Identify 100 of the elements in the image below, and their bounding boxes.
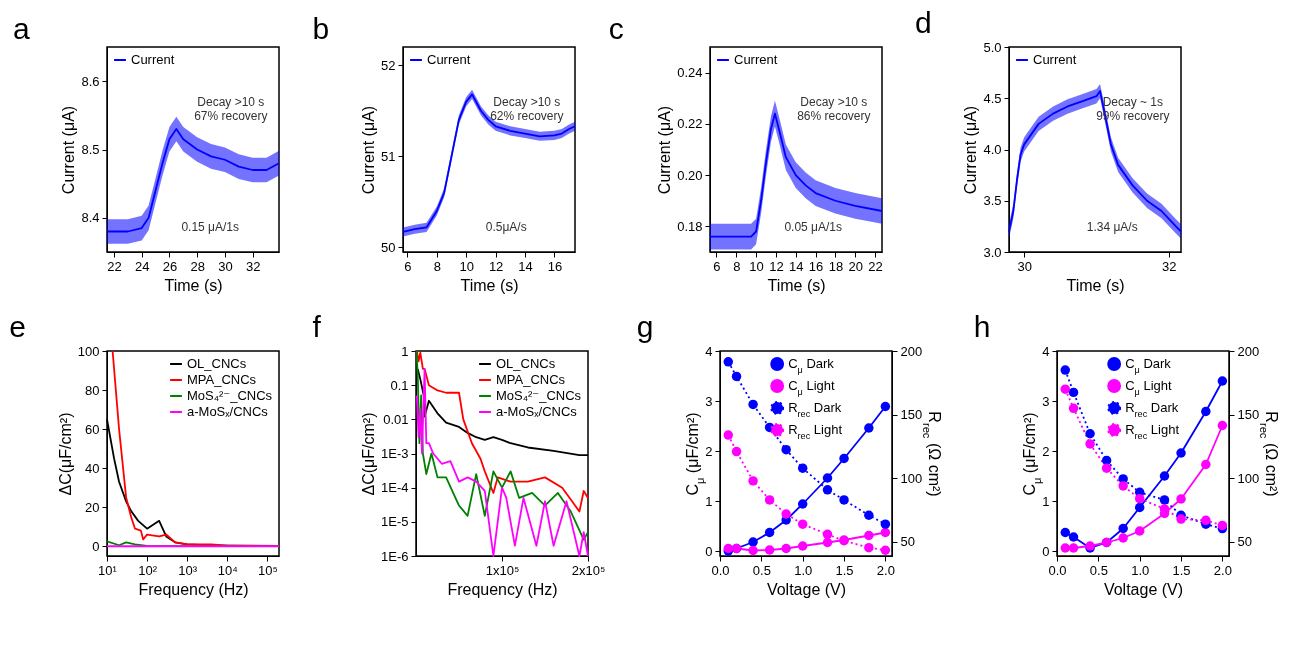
y-tick-label: 1 bbox=[705, 493, 713, 509]
x-tick-label: 10 bbox=[749, 258, 764, 274]
y-axis-title: Current (μA) bbox=[962, 105, 980, 195]
y-tick-label: 8.4 bbox=[81, 210, 100, 226]
y-tick-label: 0.18 bbox=[677, 218, 703, 234]
y-tick-label: 0.24 bbox=[677, 65, 703, 81]
legend-label: MoS₄²⁻_CNCs bbox=[187, 388, 273, 403]
annotation: Decay >10 s 86% recovery bbox=[797, 95, 871, 124]
annotation: 1.34 μA/s bbox=[1086, 220, 1138, 235]
x-axis-title: Time (s) bbox=[767, 276, 826, 294]
legend-label: R$_{rec}$ Dark bbox=[1125, 400, 1179, 419]
y2-tick-label: 200 bbox=[1237, 343, 1260, 359]
legend-label: R$_{rec}$ Light bbox=[1125, 422, 1180, 441]
chart-title: b bbox=[312, 12, 330, 45]
x-tick-label: 32 bbox=[245, 258, 261, 274]
x-axis-title: Voltage (V) bbox=[766, 580, 847, 598]
x-axis-title: Frequency (Hz) bbox=[138, 580, 249, 598]
x-tick-label: 0.5 bbox=[1089, 562, 1108, 578]
chart-title: e bbox=[9, 310, 26, 343]
y-tick-label: 3 bbox=[705, 393, 713, 409]
x-tick-label: 12 bbox=[488, 258, 504, 274]
x-tick-label: 10³ bbox=[178, 562, 198, 578]
y2-tick-label: 50 bbox=[1237, 534, 1252, 550]
y-axis-title: Current (μA) bbox=[360, 105, 378, 195]
y-tick-label: 8.5 bbox=[81, 142, 100, 157]
chart-title: h bbox=[973, 310, 991, 343]
x-axis-title: Time (s) bbox=[1066, 276, 1125, 294]
y-tick-label: 1E-3 bbox=[381, 446, 409, 461]
y-tick-label: 1E-4 bbox=[381, 480, 409, 496]
x-tick-label: 0.0 bbox=[711, 562, 730, 578]
x-tick-label: 14 bbox=[789, 258, 804, 274]
y-tick-label: 8.6 bbox=[81, 73, 100, 89]
legend-label: Current bbox=[427, 52, 471, 67]
x-tick-label: 32 bbox=[1161, 258, 1177, 274]
x-tick-label: 10¹ bbox=[98, 562, 118, 578]
y-tick-label: 3.5 bbox=[983, 193, 1002, 209]
x-tick-label: 2.0 bbox=[1213, 562, 1232, 578]
y2-tick-label: 50 bbox=[900, 534, 915, 550]
x-tick-label: 6 bbox=[713, 258, 721, 274]
legend-label: Current bbox=[1033, 52, 1077, 67]
x-tick-label: 14 bbox=[518, 258, 533, 274]
y-tick-label: 0 bbox=[1042, 543, 1050, 559]
y-tick-label: 0 bbox=[92, 538, 100, 554]
annotation: 0.05 μA/1s bbox=[784, 220, 843, 235]
y-tick-label: 100 bbox=[77, 343, 100, 359]
x-axis-title: Time (s) bbox=[460, 276, 519, 294]
x-tick-label: 2x10⁵ bbox=[571, 562, 606, 578]
x-tick-label: 24 bbox=[134, 258, 150, 274]
y-axis-title: ΔC(μF/cm²) bbox=[56, 412, 74, 496]
x-tick-label: 16 bbox=[547, 258, 563, 274]
y-tick-label: 40 bbox=[85, 460, 100, 476]
y-tick-label: 2 bbox=[705, 443, 713, 459]
x-tick-label: 10⁴ bbox=[217, 562, 238, 578]
y-tick-label: 0.1 bbox=[390, 377, 409, 393]
y-tick-label: 20 bbox=[85, 499, 100, 515]
x-tick-label: 10 bbox=[459, 258, 474, 274]
legend-label: a-MoSₓ/CNCs bbox=[496, 404, 578, 419]
chart-title: f bbox=[312, 310, 322, 343]
x-tick-label: 10⁵ bbox=[257, 562, 278, 578]
y-axis-title: ΔC(μF/cm²) bbox=[360, 412, 378, 496]
y2-tick-label: 100 bbox=[900, 470, 923, 486]
y-tick-label: 4.0 bbox=[983, 142, 1002, 157]
legend-label: MPA_CNCs bbox=[496, 372, 566, 387]
y-tick-label: 3 bbox=[1042, 393, 1050, 409]
y-tick-label: 50 bbox=[381, 239, 396, 255]
x-axis-title: Time (s) bbox=[164, 276, 223, 294]
x-tick-label: 28 bbox=[190, 258, 205, 274]
legend-label: OL_CNCs bbox=[187, 356, 247, 371]
x-tick-label: 30 bbox=[218, 258, 233, 274]
legend-label: R$_{rec}$ Light bbox=[788, 422, 843, 441]
x-tick-label: 20 bbox=[848, 258, 863, 274]
chart-title: a bbox=[12, 12, 30, 45]
y-tick-label: 5.0 bbox=[983, 39, 1002, 55]
y-axis-title: Current (μA) bbox=[60, 105, 78, 195]
y2-tick-label: 200 bbox=[900, 343, 923, 359]
annotation: 0.15 μA/1s bbox=[181, 220, 240, 235]
chart-title: c bbox=[608, 12, 624, 45]
y-tick-label: 1E-6 bbox=[381, 548, 409, 564]
y-tick-label: 0 bbox=[705, 543, 713, 559]
y-tick-label: 1 bbox=[1042, 493, 1050, 509]
y-tick-label: 1E-5 bbox=[381, 514, 409, 530]
legend-label: R$_{rec}$ Dark bbox=[788, 400, 842, 419]
legend-label: a-MoSₓ/CNCs bbox=[187, 404, 269, 419]
y-tick-label: 1 bbox=[401, 343, 409, 359]
legend-label: MPA_CNCs bbox=[187, 372, 257, 387]
x-axis-title: Frequency (Hz) bbox=[447, 580, 558, 598]
y-tick-label: 80 bbox=[85, 382, 100, 398]
chart-title: d bbox=[914, 6, 932, 39]
y2-tick-label: 100 bbox=[1237, 470, 1260, 486]
y-tick-label: 0.20 bbox=[677, 167, 703, 183]
annotation: Decay >10 s 62% recovery bbox=[490, 95, 564, 124]
x-tick-label: 10² bbox=[138, 562, 158, 578]
y-axis-title: Current (μA) bbox=[656, 105, 674, 195]
legend-label: C$_{μ}$ Dark bbox=[1125, 356, 1172, 375]
legend-label: OL_CNCs bbox=[496, 356, 556, 371]
x-tick-label: 26 bbox=[162, 258, 178, 274]
x-tick-label: 22 bbox=[868, 258, 883, 274]
x-tick-label: 1.0 bbox=[1131, 562, 1150, 578]
x-tick-label: 1x10⁵ bbox=[485, 562, 520, 578]
x-tick-label: 2.0 bbox=[876, 562, 895, 578]
